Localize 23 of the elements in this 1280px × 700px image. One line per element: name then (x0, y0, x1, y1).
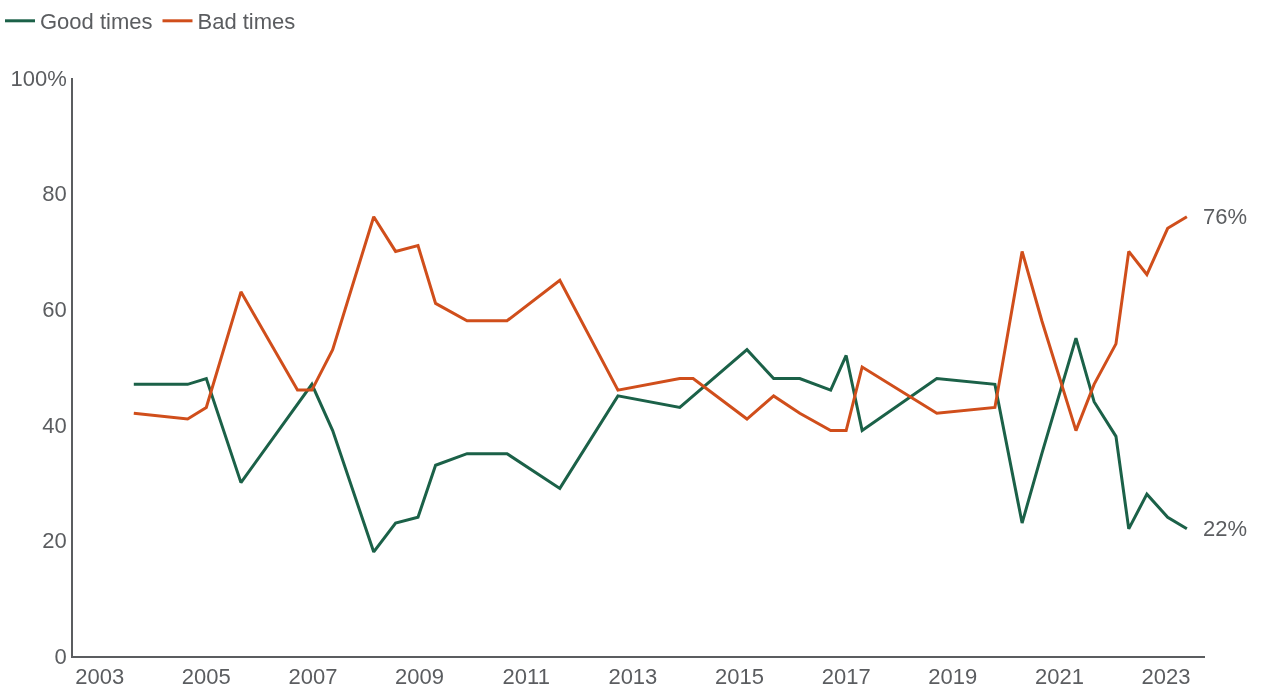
line-series (132, 336, 1189, 554)
x-tick-label: 2017 (821, 664, 871, 690)
x-tick-label: 2021 (1034, 664, 1084, 690)
x-tick-label: 2009 (395, 664, 445, 690)
x-tick-label: 2011 (502, 664, 550, 690)
line-series (132, 215, 1189, 433)
x-tick-label: 2015 (715, 664, 764, 690)
y-tick-label: 100% (10, 65, 67, 91)
annotation: 76% (1203, 204, 1248, 229)
legend-label: Good times (40, 9, 153, 35)
y-tick-label: 20 (42, 528, 67, 554)
x-tick-label: 2005 (181, 664, 231, 690)
y-tick-label: 60 (42, 296, 67, 322)
x-tick-label: 2019 (928, 664, 978, 690)
legend-label: Bad times (197, 9, 296, 35)
x-tick-label: 2007 (288, 664, 338, 690)
y-tick-label: 40 (42, 412, 67, 438)
y-tick-label: 0 (54, 643, 67, 669)
x-tick-label: 2003 (75, 664, 125, 690)
y-tick-label: 80 (42, 181, 67, 207)
annotation: 22% (1203, 516, 1248, 541)
x-tick-label: 2023 (1141, 664, 1191, 690)
x-tick-label: 2013 (608, 664, 658, 690)
